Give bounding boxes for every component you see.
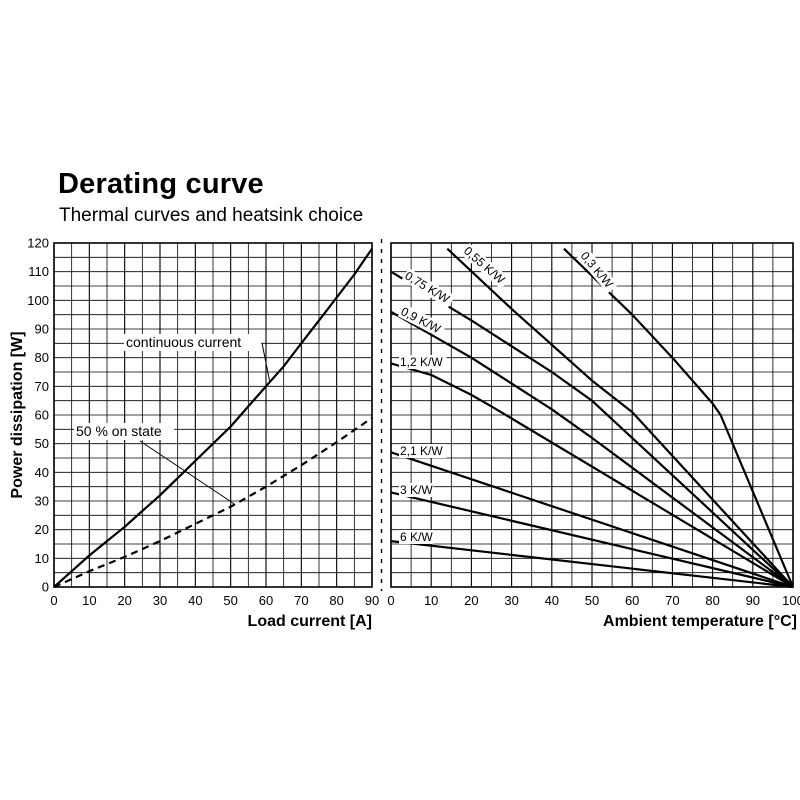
x-tick-label: 30 <box>504 593 518 608</box>
x-tick-label: 50 <box>223 593 237 608</box>
series-line <box>390 540 794 589</box>
x-tick-label: 30 <box>153 593 167 608</box>
x-tick-label: 40 <box>188 593 202 608</box>
heatsink-label-group: 1,2 K/W <box>399 355 447 369</box>
chart-subtitle: Thermal curves and heatsink choice <box>59 205 364 226</box>
x-tick-label: 80 <box>705 593 719 608</box>
label-background <box>397 303 447 338</box>
chart-title: Derating curve <box>58 168 264 200</box>
x-tick-label: 100 <box>782 593 800 608</box>
x-tick-label: 70 <box>294 593 308 608</box>
label-background <box>399 444 447 458</box>
series-line <box>53 416 373 589</box>
label-background <box>74 423 175 440</box>
label-background <box>577 248 619 294</box>
heatsink-label-group: 3 K/W <box>399 483 434 497</box>
x-tick-label: 40 <box>545 593 559 608</box>
series-line <box>390 451 794 589</box>
x-tick-label: 60 <box>259 593 273 608</box>
x-tick-label: 80 <box>329 593 343 608</box>
series-label: 50 % on state <box>76 423 162 439</box>
y-tick-label: 30 <box>35 494 49 509</box>
series-line <box>446 247 794 588</box>
x-tick-label: 10 <box>424 593 438 608</box>
x-tick-label: 0 <box>387 593 394 608</box>
x-tick-label: 50 <box>585 593 599 608</box>
y-tick-label: 100 <box>27 293 49 308</box>
series-label: continuous current <box>126 334 241 350</box>
heatsink-label-group: 0,55 K/W <box>460 243 511 290</box>
series-line <box>53 248 373 588</box>
heatsink-label: 3 K/W <box>400 483 433 497</box>
y-tick-label: 40 <box>35 465 49 480</box>
series-line <box>390 310 794 588</box>
series-line <box>563 247 795 588</box>
label-background <box>399 530 434 544</box>
label-background <box>399 355 447 369</box>
y-tick-label: 110 <box>28 264 49 279</box>
plot-frame <box>390 242 794 588</box>
x-tick-label: 0 <box>50 593 57 608</box>
x-tick-label: 20 <box>117 593 131 608</box>
heatsink-label: 2,1 K/W <box>400 444 443 458</box>
label-background <box>460 243 511 290</box>
y-tick-label: 80 <box>35 350 49 365</box>
label-background <box>124 334 262 351</box>
y-tick-label: 50 <box>35 436 49 451</box>
plot-frame <box>53 242 373 588</box>
heatsink-label-group: 2,1 K/W <box>399 444 447 458</box>
y-tick-label: 70 <box>35 379 49 394</box>
x-axis-label: Load current [A] <box>248 613 372 630</box>
y-tick-label: 0 <box>42 580 49 595</box>
series-line <box>390 362 794 588</box>
y-axis-label: Power dissipation [W] <box>9 331 26 498</box>
x-tick-label: 20 <box>464 593 478 608</box>
load-current-chart: 0 10 20 30 40 50 60 70 80 90 0 10 20 30 40 50 60 70 80 90 10… <box>9 236 379 631</box>
heatsink-label: 1,2 K/W <box>400 355 443 369</box>
leader-line <box>261 342 271 381</box>
series-line <box>390 491 794 589</box>
x-tick-label: 70 <box>665 593 679 608</box>
x-tick-label: 60 <box>625 593 639 608</box>
heatsink-label: 0,55 K/W <box>461 244 508 287</box>
ambient-temperature-chart: 0 10 20 30 40 50 60 70 80 90 100 Ambient temperatur… <box>387 242 800 630</box>
heatsink-label-group: 6 K/W <box>399 530 434 544</box>
y-tick-label: 120 <box>27 236 49 251</box>
label-background <box>399 483 434 497</box>
y-tick-label: 60 <box>35 408 49 423</box>
x-axis-label: Ambient temperature [°C] <box>603 613 797 630</box>
x-tick-label: 10 <box>82 593 96 608</box>
heatsink-label: 0,3 K/W <box>578 249 617 291</box>
y-tick-label: 90 <box>35 322 49 337</box>
y-tick-label: 20 <box>35 522 49 537</box>
heatsink-label-group: 0,75 K/W <box>401 268 456 308</box>
y-tick-label: 10 <box>35 551 49 566</box>
leader-line <box>139 440 235 505</box>
x-tick-label: 90 <box>365 593 379 608</box>
x-tick-label: 90 <box>746 593 760 608</box>
label-background <box>401 268 456 308</box>
heatsink-label: 6 K/W <box>400 530 433 544</box>
